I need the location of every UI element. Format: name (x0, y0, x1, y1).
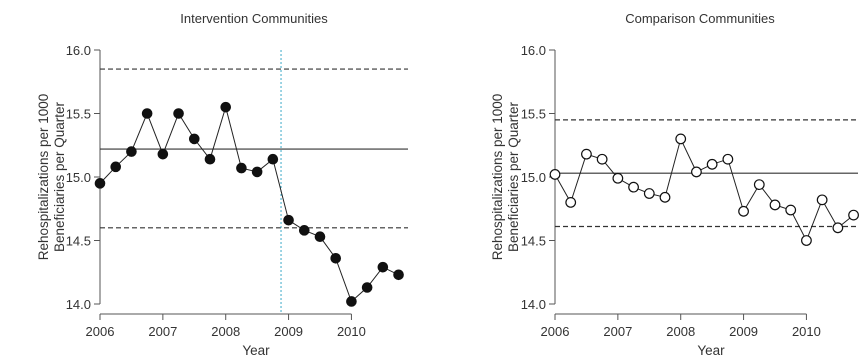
chart-title: Comparison Communities (625, 11, 775, 26)
data-point (94, 178, 106, 189)
data-point (816, 194, 828, 206)
data-point (236, 162, 247, 174)
data-point (346, 296, 357, 307)
y-tick-label: 14.0 (66, 297, 91, 312)
y-axis-label-line: Rehospitalizations per 1000 (490, 94, 505, 261)
y-axis-label-line: Rehospitalizations per 1000 (36, 94, 51, 261)
data-point (283, 214, 294, 226)
series-line (99, 105, 399, 303)
y-axis-label: Rehospitalizations per 1000Beneficiaries… (490, 94, 521, 261)
data-point (267, 153, 279, 165)
data-point (204, 153, 216, 165)
data-point (141, 108, 153, 119)
x-axis-label: Year (697, 343, 725, 358)
x-tick-label: 2007 (603, 324, 632, 339)
data-point (643, 188, 655, 199)
data-point (581, 148, 592, 160)
y-tick-label: 15.5 (66, 107, 91, 122)
data-point (832, 222, 844, 234)
y-axis-label: Rehospitalizations per 1000Beneficiaries… (36, 94, 67, 261)
data-point (753, 179, 765, 191)
data-point (377, 261, 389, 273)
data-point (706, 158, 718, 170)
data-point (769, 199, 781, 211)
chart-title: Intervention Communities (180, 11, 328, 26)
data-point (361, 282, 373, 293)
data-point (738, 205, 749, 217)
data-point (675, 133, 687, 145)
data-point (330, 252, 342, 264)
y-tick-label: 16.0 (66, 43, 91, 58)
data-point (722, 153, 734, 165)
y-tick-label: 15.0 (521, 170, 546, 185)
data-point (596, 153, 608, 165)
data-point (801, 235, 812, 246)
x-tick-label: 2008 (666, 324, 695, 339)
data-point (157, 148, 169, 160)
x-axis-label: Year (242, 343, 270, 358)
series-line (554, 137, 854, 242)
x-tick-label: 2007 (148, 324, 177, 339)
data-point (173, 108, 184, 119)
x-tick-label: 2009 (729, 324, 758, 339)
data-point (314, 231, 326, 242)
data-point (848, 209, 859, 221)
y-tick-label: 14.5 (521, 234, 546, 249)
y-tick-label: 15.5 (521, 107, 546, 122)
data-point (785, 204, 797, 216)
data-point (110, 161, 122, 173)
data-point (220, 101, 232, 113)
y-tick-label: 14.0 (521, 297, 546, 312)
data-point (565, 196, 577, 208)
x-tick-label: 2006 (541, 324, 570, 339)
y-tick-label: 15.0 (66, 170, 91, 185)
data-point (251, 166, 263, 178)
x-tick-label: 2009 (274, 324, 303, 339)
chart-panel-2: Comparison Communities Rehospitalizations… (490, 11, 859, 358)
x-tick-label: 2008 (211, 324, 240, 339)
x-tick-label: 2010 (337, 324, 366, 339)
data-point (188, 133, 200, 145)
y-tick-label: 14.5 (66, 234, 91, 249)
data-point (691, 166, 702, 178)
data-point (549, 169, 561, 180)
y-axis-label-line: Beneficiaries per Quarter (506, 101, 521, 252)
data-point (612, 172, 624, 184)
data-point (628, 181, 639, 193)
data-point (393, 269, 404, 281)
y-tick-label: 16.0 (521, 43, 546, 58)
data-point (126, 146, 137, 157)
data-point (298, 225, 310, 236)
chart-panel-1: Intervention Communities Rehospitalizatio… (36, 11, 408, 358)
x-tick-label: 2006 (86, 324, 115, 339)
data-point (659, 191, 671, 203)
x-tick-label: 2010 (792, 324, 821, 339)
y-axis-label-line: Beneficiaries per Quarter (52, 101, 67, 252)
